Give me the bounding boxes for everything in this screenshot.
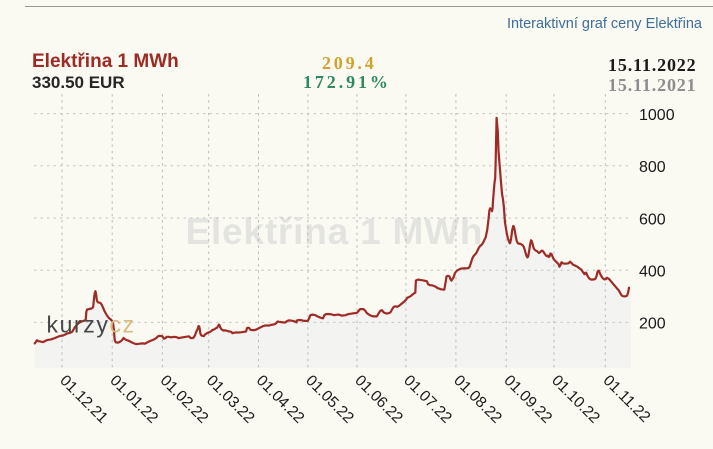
svg-text:01.03.22: 01.03.22	[203, 372, 258, 427]
svg-text:01.08.22: 01.08.22	[450, 372, 505, 427]
svg-text:01.10.22: 01.10.22	[548, 372, 603, 427]
svg-text:01.04.22: 01.04.22	[253, 372, 308, 427]
svg-text:01.05.22: 01.05.22	[302, 372, 357, 427]
svg-text:Elektřina 1 MWh: Elektřina 1 MWh	[186, 211, 484, 252]
svg-text:400: 400	[639, 264, 666, 281]
svg-text:01.11.22: 01.11.22	[600, 372, 654, 426]
svg-text:01.01.22: 01.01.22	[106, 372, 161, 427]
svg-text:01.06.22: 01.06.22	[351, 372, 406, 427]
svg-text:01.12.21: 01.12.21	[56, 372, 111, 427]
svg-text:800: 800	[639, 159, 666, 176]
svg-text:01.02.22: 01.02.22	[157, 372, 212, 427]
svg-text:01.07.22: 01.07.22	[400, 372, 455, 427]
svg-text:600: 600	[639, 211, 666, 228]
svg-text:01.09.22: 01.09.22	[500, 372, 555, 427]
svg-text:kurzycz: kurzycz	[47, 312, 136, 338]
svg-text:1000: 1000	[639, 107, 675, 124]
svg-text:200: 200	[639, 316, 666, 333]
